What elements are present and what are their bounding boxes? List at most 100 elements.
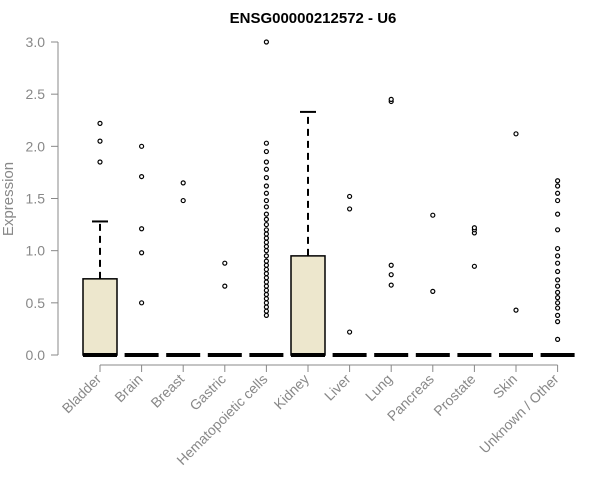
y-tick-label: 1.0 (26, 243, 46, 259)
outlier-point (347, 329, 353, 335)
box-gastric (207, 260, 242, 357)
box-breast (166, 180, 201, 357)
outlier-point (263, 39, 269, 45)
outlier-point (139, 143, 145, 149)
y-axis-label: Expression (0, 162, 17, 236)
x-tick-label: Unknown / Other (476, 371, 562, 457)
outlier-point (471, 263, 477, 269)
outlier-point (554, 277, 561, 283)
outlier-point (263, 183, 269, 189)
outlier-point (554, 312, 561, 318)
outlier-point (554, 227, 561, 233)
outlier-point (263, 312, 269, 318)
outlier-point (554, 300, 561, 306)
outlier-point (554, 190, 561, 196)
box-hematopoietic-cells (249, 39, 284, 357)
outlier-point (263, 296, 269, 302)
y-tick-label: 1.5 (26, 191, 46, 207)
outlier-point (388, 262, 394, 268)
box-pancreas (415, 212, 450, 357)
x-tick-label: Lung (362, 371, 395, 404)
y-tick-label: 0.5 (26, 295, 46, 311)
y-tick-label: 2.5 (26, 86, 46, 102)
outlier-point (139, 173, 145, 180)
outlier-point (263, 239, 269, 245)
outlier-point (263, 283, 269, 289)
box-brain (124, 143, 159, 357)
outlier-point (388, 282, 394, 288)
outlier-point (388, 272, 394, 278)
box-iqr (82, 278, 118, 356)
outlier-point (554, 253, 561, 259)
x-tick-label: Skin (490, 371, 521, 402)
x-tick-label: Kidney (271, 371, 313, 413)
outlier-point (263, 291, 269, 298)
outlier-point (263, 204, 269, 210)
outlier-point (263, 211, 269, 217)
box-kidney (290, 110, 326, 357)
outlier-point (139, 300, 145, 306)
outlier-point (263, 216, 269, 222)
outlier-point (554, 336, 561, 342)
box-iqr (290, 255, 326, 356)
box-prostate (457, 225, 492, 357)
outlier-point (139, 250, 145, 256)
box-bladder (82, 120, 118, 357)
y-tick-label: 2.0 (26, 138, 46, 154)
outlier-point (263, 304, 269, 310)
outlier-point (554, 260, 561, 266)
outlier-point (513, 131, 519, 137)
outlier-point (263, 166, 269, 172)
outlier-point (554, 295, 561, 301)
outlier-point (263, 190, 269, 196)
x-tick-label: Breast (147, 371, 187, 411)
outlier-point (263, 279, 269, 285)
outlier-point (139, 226, 145, 232)
outlier-point (347, 206, 353, 212)
outlier-point (263, 258, 269, 264)
outlier-point (263, 275, 269, 281)
outlier-point (263, 300, 269, 306)
outlier-point (263, 235, 269, 241)
outlier-point (180, 180, 186, 186)
outlier-point (222, 260, 228, 266)
x-tick-label: Brain (111, 371, 145, 405)
x-tick-label: Bladder (59, 371, 105, 417)
chart-title: ENSG00000212572 - U6 (230, 10, 397, 27)
outlier-point (554, 305, 561, 311)
plot-area (82, 39, 575, 357)
outlier-point (263, 140, 269, 146)
outlier-point (263, 287, 269, 293)
outlier-point (263, 231, 269, 237)
outlier-point (554, 183, 561, 189)
outlier-point (430, 212, 436, 218)
outlier-point (554, 178, 561, 184)
y-tick-label: 0.0 (26, 347, 46, 363)
outlier-point (554, 289, 561, 295)
outlier-point (388, 96, 394, 102)
outlier-point (263, 271, 269, 277)
outlier-point (554, 197, 561, 204)
outlier-point (263, 243, 269, 250)
outlier-point (347, 193, 353, 200)
box-lung (374, 96, 409, 357)
outlier-point (471, 225, 477, 231)
box-liver (332, 193, 367, 357)
outlier-point (263, 308, 269, 314)
outlier-point (263, 197, 269, 204)
outlier-point (263, 148, 269, 155)
outlier-point (97, 138, 103, 144)
outlier-point (180, 197, 186, 204)
outlier-point (97, 120, 103, 126)
outlier-point (263, 159, 269, 165)
outlier-point (513, 307, 519, 313)
outlier-point (554, 211, 561, 217)
y-tick-label: 3.0 (26, 34, 46, 50)
outlier-point (263, 248, 269, 254)
outlier-point (263, 253, 269, 259)
y-axis: 0.0 0.5 1.0 1.5 2.0 2.5 3.0 (26, 34, 59, 363)
outlier-point (263, 175, 269, 181)
outlier-point (554, 319, 561, 325)
